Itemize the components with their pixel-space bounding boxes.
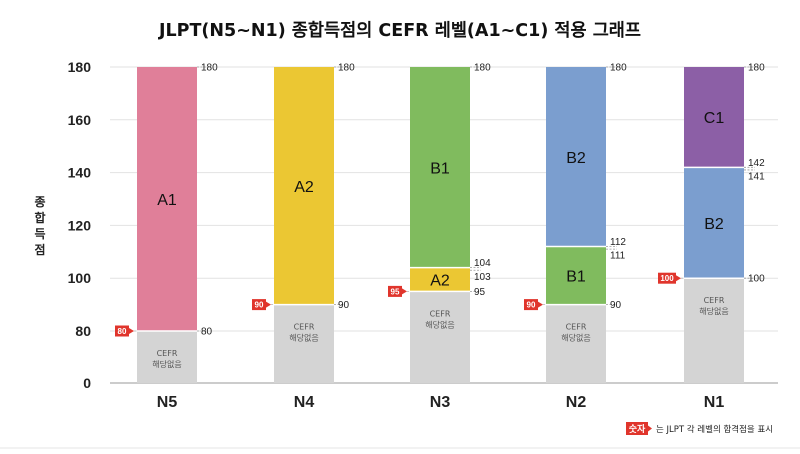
boundary-value-label: 180 (338, 63, 355, 74)
segment-label-b1: B1 (430, 160, 450, 177)
segment-label-b2: B2 (566, 150, 586, 167)
pass-score-arrow (266, 301, 271, 308)
y-axis-label-char: 종 (34, 195, 45, 209)
note-badge-text: 숫자 (629, 423, 646, 435)
y-tick-label: 160 (68, 112, 92, 128)
pass-score-label: 80 (118, 327, 127, 336)
bar-segment-n1 (684, 167, 744, 279)
bar-segment-n3 (410, 67, 470, 268)
boundary-value-label: 90 (338, 300, 350, 311)
x-tick-label: N4 (294, 394, 315, 411)
boundary-value-label: 80 (201, 327, 213, 338)
y-axis-label-char: 점 (34, 242, 45, 257)
bar-segment-n2 (546, 304, 606, 383)
chart-title: JLPT(N5~N1) 종합득점의 CEFR 레벨(A1~C1) 적용 그래프 (158, 20, 641, 41)
y-tick-label: 120 (68, 217, 92, 233)
x-tick-label: N1 (704, 394, 725, 411)
bar-segment-n3 (410, 291, 470, 383)
note-badge (626, 422, 648, 435)
y-axis-label-char: 합 (34, 210, 45, 225)
y-tick-label: 140 (68, 165, 92, 181)
x-tick-label: N2 (566, 394, 587, 411)
note-badge-arrow (648, 425, 652, 432)
segment-label-a2: A2 (430, 273, 450, 290)
segment-label-na: 해당없음 (699, 306, 728, 316)
boundary-value-label: 95 (474, 287, 486, 298)
bar-segment-n3 (410, 267, 470, 292)
boundary-value-label: 111 (610, 251, 626, 262)
segment-label-c1: C1 (704, 110, 725, 127)
boundary-value-label: 141 (748, 171, 765, 182)
y-tick-label: 0 (83, 375, 91, 391)
bar-segment-n4 (274, 67, 334, 305)
pass-score-label: 95 (391, 287, 400, 296)
pass-score-badge (524, 299, 538, 311)
boundary-value-label: 90 (610, 300, 622, 311)
y-tick-label: 180 (68, 59, 92, 75)
segment-label-na: 해당없음 (152, 359, 181, 369)
bar-segment-n5 (137, 67, 197, 331)
segment-label-na: CEFR (704, 296, 725, 305)
segment-label-b1: B1 (566, 269, 586, 286)
boundary-value-label: 103 (474, 272, 491, 283)
segment-label-na: CEFR (430, 309, 451, 318)
bar-segment-n2 (546, 246, 606, 305)
bar-segment-n4 (274, 304, 334, 383)
y-tick-label: 100 (68, 270, 92, 286)
pass-score-arrow (129, 328, 134, 334)
pass-score-label: 90 (527, 301, 536, 310)
pass-score-badge (388, 285, 402, 297)
note-text: 는 JLPT 각 레벨의 합격점을 표시 (656, 424, 773, 435)
segment-label-a1: A1 (157, 192, 177, 209)
bar-segment-n2 (546, 67, 606, 247)
boundary-value-label: 180 (474, 63, 491, 74)
pass-score-arrow (676, 275, 681, 282)
pass-score-badge (252, 299, 266, 311)
pass-score-arrow (402, 288, 407, 295)
pass-score-label: 100 (660, 274, 674, 283)
pass-score-badge (658, 272, 676, 284)
segment-label-a2: A2 (294, 179, 314, 196)
boundary-value-label: 142 (748, 158, 765, 169)
boundary-value-label: 104 (474, 258, 491, 269)
bar-segment-n1 (684, 278, 744, 383)
x-tick-label: N3 (430, 394, 451, 411)
bar-segment-n1 (684, 67, 744, 168)
boundary-value-label: 180 (748, 63, 765, 74)
boundary-value-label: 180 (610, 63, 627, 74)
segment-label-na: CEFR (566, 323, 587, 332)
segment-label-na: 해당없음 (561, 333, 590, 343)
y-tick-label: 80 (75, 323, 91, 339)
segment-label-na: CEFR (157, 349, 178, 358)
segment-label-na: 해당없음 (289, 333, 318, 343)
x-tick-label: N5 (157, 394, 178, 411)
pass-score-arrow (538, 301, 543, 308)
pass-score-label: 90 (255, 301, 264, 310)
boundary-value-label: 180 (201, 63, 218, 74)
bar-segment-n5 (137, 331, 197, 383)
pass-score-badge (115, 325, 129, 337)
boundary-value-label: 112 (610, 237, 626, 248)
segment-label-na: 해당없음 (425, 319, 454, 329)
y-axis-label-char: 득 (34, 227, 45, 241)
boundary-value-label: 100 (748, 274, 765, 285)
segment-label-na: CEFR (294, 323, 315, 332)
segment-label-b2: B2 (704, 216, 724, 233)
